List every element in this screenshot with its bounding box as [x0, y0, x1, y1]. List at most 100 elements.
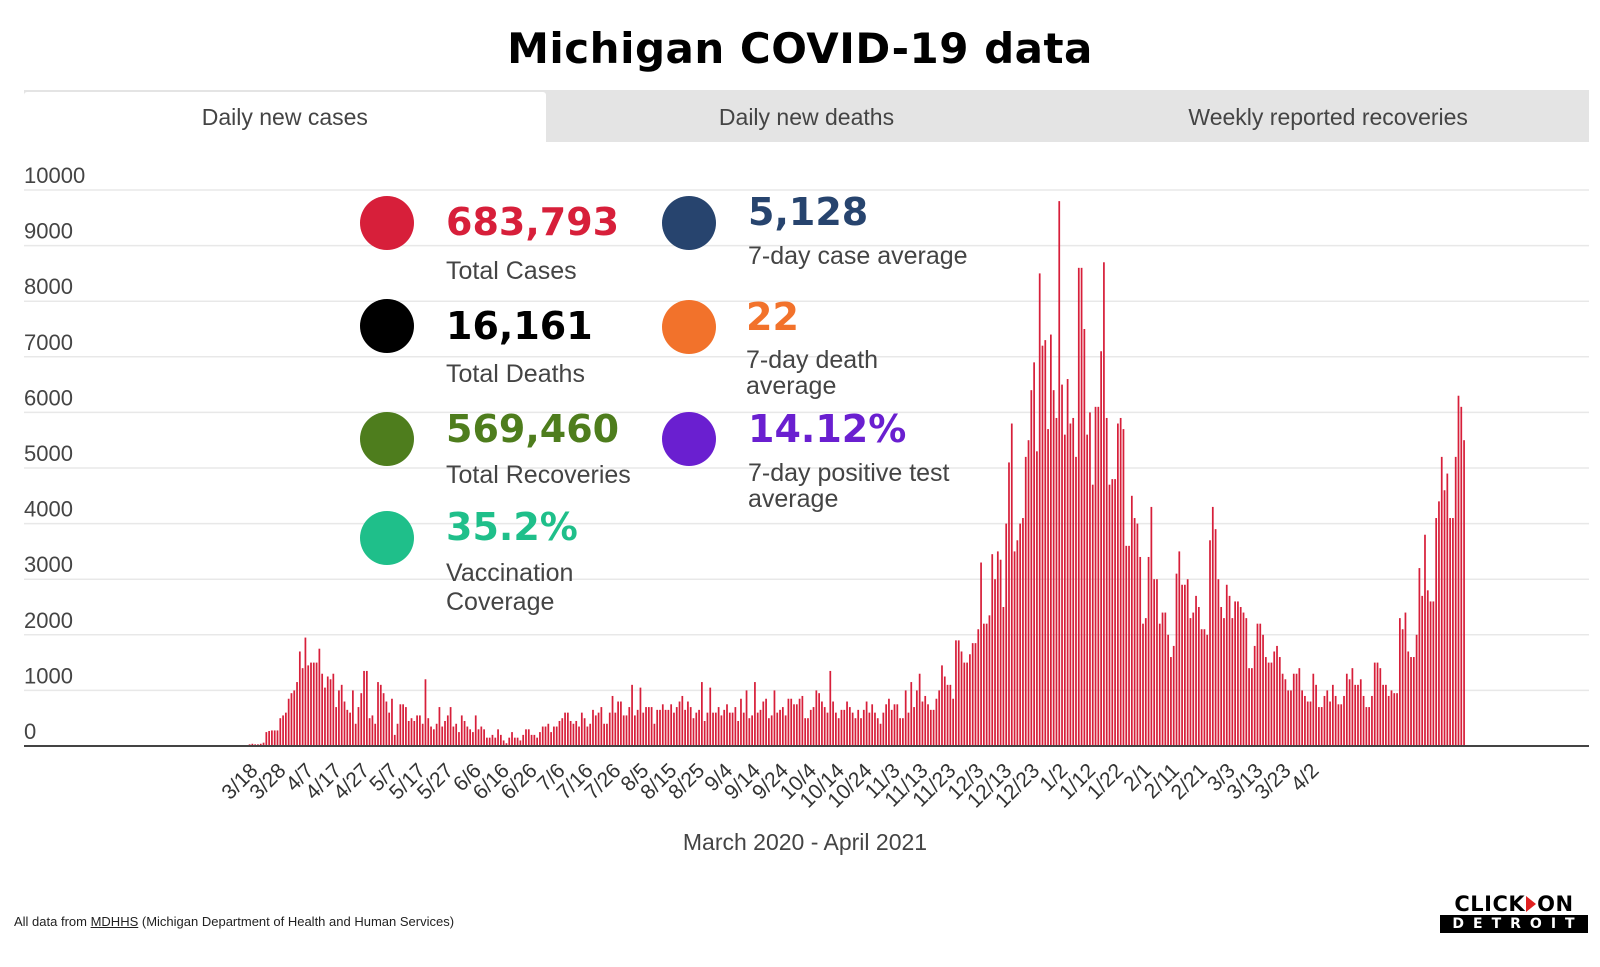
bar: [271, 730, 273, 746]
bar: [740, 698, 742, 746]
bar: [379, 684, 382, 746]
bar: [1044, 340, 1047, 746]
bar: [1387, 695, 1390, 746]
bar: [759, 709, 762, 746]
bar: [541, 726, 544, 746]
bar: [1231, 618, 1234, 746]
bar: [287, 698, 290, 746]
bar: [1038, 273, 1041, 746]
bar: [352, 690, 354, 746]
bar: [1396, 693, 1398, 746]
bar: [1220, 607, 1223, 746]
bar: [396, 723, 399, 746]
bar: [578, 726, 580, 746]
bar: [304, 637, 307, 746]
bar: [907, 712, 910, 746]
y-tick-label: 7000: [24, 330, 73, 355]
bar: [1200, 629, 1203, 746]
bar: [809, 709, 812, 746]
bar: [910, 682, 913, 746]
bar: [268, 730, 270, 746]
bar: [1304, 695, 1306, 746]
bar: [1351, 668, 1354, 746]
bar: [1100, 351, 1102, 746]
total-recoveries-dot-icon: [360, 412, 414, 466]
bar: [1161, 612, 1164, 746]
bar: [438, 707, 441, 746]
bar: [946, 684, 949, 746]
bar: [1331, 684, 1334, 746]
bar: [1284, 679, 1287, 746]
bar: [1164, 612, 1167, 746]
positive-test-label: 7-day positive test average: [748, 460, 950, 512]
bar: [745, 690, 748, 746]
bar: [614, 712, 617, 746]
bar: [1362, 695, 1365, 746]
bar: [625, 715, 628, 746]
bar: [1186, 579, 1189, 746]
bar: [544, 726, 547, 746]
bar: [943, 676, 946, 746]
bar: [823, 707, 826, 746]
y-tick-label: 1000: [24, 663, 73, 688]
bar: [650, 707, 653, 746]
bar: [815, 690, 818, 746]
bar: [360, 693, 363, 746]
data-source-note: All data from MDHHS (Michigan Department…: [14, 914, 454, 929]
bar: [1301, 690, 1304, 746]
bar: [1318, 707, 1320, 746]
bar: [502, 740, 505, 746]
bar: [1066, 379, 1069, 746]
bar: [756, 712, 759, 746]
bar: [1114, 479, 1116, 746]
bar: [1365, 707, 1368, 746]
bar: [483, 729, 485, 746]
bar: [499, 734, 502, 746]
bar: [706, 712, 709, 746]
bar: [1460, 406, 1463, 746]
bar: [1052, 390, 1055, 746]
bar: [1245, 618, 1248, 746]
bar: [265, 732, 268, 746]
death-average-label-line1: 7-day death: [746, 346, 879, 374]
tab-weekly-reported-recoveries[interactable]: Weekly reported recoveries: [1188, 103, 1468, 130]
bar: [678, 701, 681, 746]
case-average-dot-icon: [662, 196, 716, 250]
tab-daily-new-cases[interactable]: Daily new cases: [24, 92, 546, 142]
tab-daily-new-deaths[interactable]: Daily new deaths: [718, 103, 895, 130]
y-tick-label: 2000: [24, 608, 73, 633]
bar: [974, 643, 977, 746]
bar: [1061, 384, 1063, 746]
bar: [1119, 417, 1122, 746]
bar: [589, 723, 592, 746]
bar: [469, 729, 472, 746]
bar: [1019, 523, 1022, 746]
bar: [999, 559, 1002, 746]
bar: [963, 662, 966, 746]
total-recoveries-label: Total Recoveries: [446, 461, 631, 489]
bar: [645, 707, 647, 746]
bar: [1050, 334, 1052, 746]
bar: [519, 740, 522, 746]
bar: [1306, 701, 1309, 746]
bar: [427, 718, 430, 746]
bar: [848, 707, 851, 746]
bar: [781, 707, 784, 746]
bar: [1343, 695, 1345, 746]
bar: [536, 737, 539, 746]
bars: [248, 201, 1465, 746]
bar: [701, 682, 703, 746]
bar: [639, 687, 642, 746]
bar: [854, 718, 857, 746]
mdhhs-link[interactable]: MDHHS: [90, 914, 139, 929]
bar: [259, 743, 262, 746]
bar: [1401, 629, 1404, 746]
bar: [326, 676, 329, 746]
positive-test-label-line2: average: [748, 485, 839, 513]
bar: [572, 723, 575, 746]
bar: [941, 665, 943, 746]
bar: [594, 715, 597, 746]
bar: [505, 743, 508, 746]
y-tick-label: 4000: [24, 497, 73, 522]
bar: [737, 720, 740, 746]
